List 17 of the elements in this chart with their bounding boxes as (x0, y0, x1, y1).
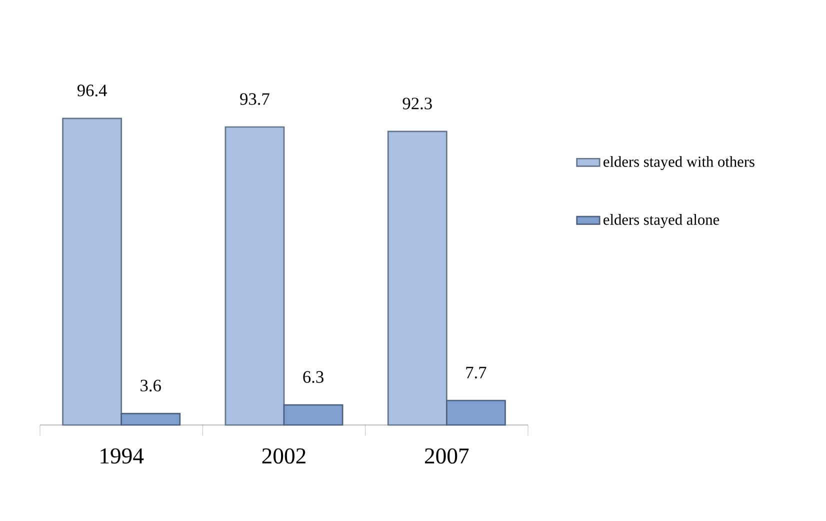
data-label: 96.4 (77, 84, 107, 96)
bar (62, 118, 122, 426)
legend-label: elders stayed alone (604, 214, 720, 228)
bar (446, 400, 506, 426)
bar (224, 126, 285, 426)
data-label: 3.6 (140, 380, 161, 392)
legend-label: elders stayed with others (604, 156, 754, 170)
data-label: 92.3 (402, 98, 432, 110)
data-label: 7.7 (466, 366, 486, 378)
bar (283, 404, 344, 426)
bar (120, 412, 181, 426)
data-label: 93.7 (240, 93, 270, 105)
bar (387, 130, 448, 426)
x-tick-label: 1994 (100, 448, 144, 464)
x-tick-label: 2007 (425, 448, 469, 464)
x-tick-label: 2002 (262, 448, 306, 464)
data-label: 6.3 (303, 371, 324, 383)
